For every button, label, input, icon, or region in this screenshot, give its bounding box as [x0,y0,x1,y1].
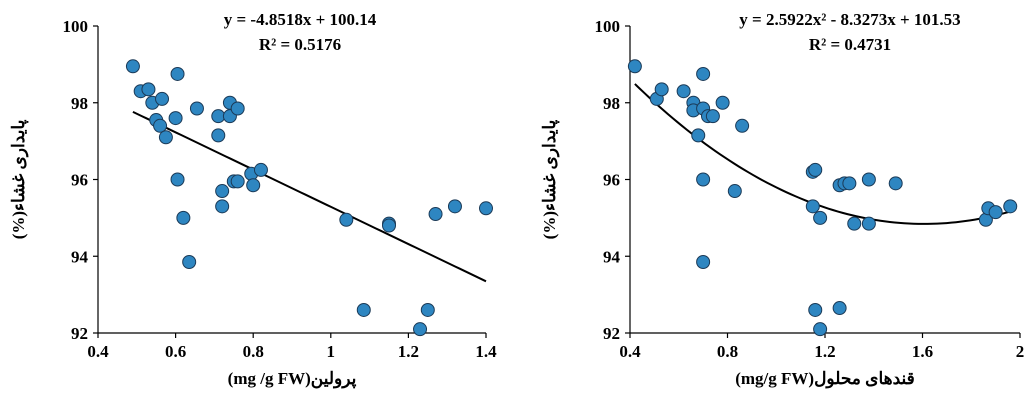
data-point [727,184,742,199]
y-tick-label: 100 [595,17,621,36]
x-tick-label: 1.2 [398,342,419,361]
data-point [356,302,371,317]
data-point [808,162,823,177]
trend-line [132,110,487,283]
x-tick-label: 0.8 [717,342,738,361]
x-tick-label: 1.6 [912,342,933,361]
data-point [715,95,730,110]
data-point [382,218,396,233]
data-point [861,216,876,231]
data-point [168,111,183,126]
data-point [888,176,903,191]
data-point [988,205,1003,220]
data-point [141,82,156,97]
data-point [1003,199,1018,214]
data-point [253,162,268,177]
data-point [691,128,706,143]
data-point [705,109,720,124]
x-tick-label: 2 [1016,342,1025,361]
data-point [158,130,173,145]
data-point [215,184,230,199]
data-point [155,91,170,106]
y-axis-label: پایداری غشاء(%) [540,119,560,239]
data-point [339,212,354,227]
trend-equation: y = -4.8518x + 100.14 [224,10,377,29]
data-point [170,172,185,187]
data-point [808,302,823,317]
chart-proline: 92 94 96 98 100 0.4 0.6 0.8 1 1.2 1.4 y = -4.8518x … [9,10,497,389]
y-tick-label: 92 [603,324,620,343]
data-point [420,302,435,317]
y-tick-label: 92 [71,324,88,343]
data-point [813,322,828,337]
data-point [696,172,711,187]
x-tick-label: 0.4 [87,342,109,361]
data-point [215,199,230,214]
x-tick-label: 1.2 [814,342,835,361]
data-point [211,128,226,143]
y-tick-label: 96 [71,171,88,190]
data-point [182,255,197,270]
x-tick-label: 0.4 [619,342,641,361]
y-tick-label: 98 [603,94,620,113]
r-squared: R² = 0.4731 [809,35,891,54]
data-point [696,255,711,270]
r-squared: R² = 0.5176 [259,35,341,54]
y-tick-label: 100 [63,17,89,36]
x-tick-label: 1 [327,342,336,361]
data-point [735,118,750,133]
data-point [842,176,857,191]
y-tick-label: 98 [71,94,88,113]
x-tick-label: 1.4 [475,342,497,361]
data-point [696,66,711,81]
data-point [176,210,191,225]
data-point [413,322,428,337]
data-point [189,101,204,116]
data-point [428,207,443,222]
data-point [813,210,828,225]
x-tick-label: 0.8 [243,342,264,361]
data-point [627,59,642,74]
y-tick-label: 94 [71,247,89,266]
data-point [861,172,876,187]
data-point [479,201,493,216]
y-axis-label: پایداری غشاء(%) [9,119,29,239]
data-point [125,59,140,74]
data-point [654,82,669,97]
y-tick-label: 94 [603,247,621,266]
data-point [170,66,185,81]
x-tick-label: 0.6 [165,342,186,361]
trend-equation: y = 2.5922x² - 8.3273x + 101.53 [739,10,960,29]
data-point [805,199,820,214]
data-point [230,174,245,189]
data-point [230,101,245,116]
data-point [447,199,462,214]
x-axis-label: قندهای محلول(mg/g FW) [735,369,915,389]
chart-soluble-sugars: 92 94 96 98 100 0.4 0.8 1.2 1.6 2 y = 2.5922x² - 8… [540,10,1024,389]
data-point [246,178,261,193]
data-point [676,84,691,99]
data-point [847,216,862,231]
data-point [211,109,226,124]
x-axis-label: پرولین(mg /g FW) [228,369,357,389]
data-point [832,301,847,316]
y-tick-label: 96 [603,171,620,190]
data-point [153,118,168,133]
